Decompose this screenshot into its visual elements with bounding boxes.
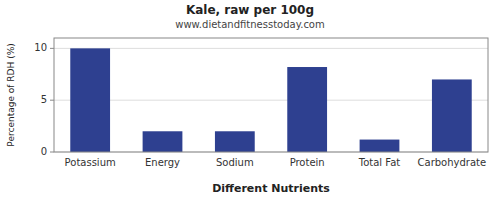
grid bbox=[54, 48, 488, 152]
y-tick bbox=[50, 100, 54, 101]
y-tick bbox=[50, 152, 54, 153]
x-tick-label: Energy bbox=[145, 157, 180, 168]
x-tick-label: Sodium bbox=[216, 157, 254, 168]
x-tick-label: Total Fat bbox=[358, 157, 400, 168]
bar bbox=[70, 48, 110, 152]
x-tick-label: Potassium bbox=[65, 157, 116, 168]
grid-line bbox=[54, 48, 488, 49]
bars bbox=[70, 48, 471, 152]
bar bbox=[360, 140, 400, 152]
plot-frame bbox=[54, 38, 488, 152]
x-tick-label: Protein bbox=[290, 157, 325, 168]
bar bbox=[432, 79, 472, 152]
y-tick-label: 0 bbox=[41, 146, 47, 157]
y-axis-label: Percentage of RDH (%) bbox=[6, 43, 16, 146]
y-tick bbox=[50, 48, 54, 49]
bar bbox=[215, 131, 255, 152]
bar bbox=[287, 67, 327, 152]
x-tick-label: Carbohydrate bbox=[418, 157, 487, 168]
chart: Kale, raw per 100g www.dietandfitnesstoda… bbox=[0, 0, 500, 200]
bar bbox=[143, 131, 183, 152]
x-axis-label: Different Nutrients bbox=[212, 182, 330, 195]
x-axis: Potassium Energy Sodium Protein Total Fat Car… bbox=[65, 157, 487, 168]
y-axis: 0 5 10 bbox=[34, 42, 54, 157]
subtitle: www.dietandfitnesstoday.com bbox=[175, 19, 324, 30]
grid-line bbox=[54, 100, 488, 101]
chart-container: Kale, raw per 100g www.dietandfitnesstoda… bbox=[0, 0, 500, 200]
title: Kale, raw per 100g bbox=[186, 3, 314, 17]
y-tick-label: 10 bbox=[34, 42, 47, 53]
y-tick-label: 5 bbox=[41, 94, 47, 105]
